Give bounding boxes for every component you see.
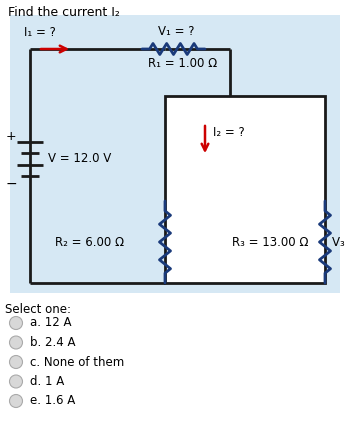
Text: V₃ =: V₃ = bbox=[332, 235, 348, 248]
Bar bbox=[10, 15, 340, 293]
Text: Find the current I₂: Find the current I₂ bbox=[8, 6, 120, 19]
Text: a. 12 A: a. 12 A bbox=[30, 317, 71, 330]
Text: e. 1.6 A: e. 1.6 A bbox=[30, 394, 75, 408]
Circle shape bbox=[9, 336, 23, 349]
Text: Select one:: Select one: bbox=[5, 303, 71, 316]
Text: I₁ = ?: I₁ = ? bbox=[24, 26, 56, 39]
Text: +: + bbox=[6, 131, 16, 144]
Bar bbox=[165, 96, 325, 283]
Text: V₁ = ?: V₁ = ? bbox=[158, 25, 195, 38]
Circle shape bbox=[9, 375, 23, 388]
Text: R₃ = 13.00 Ω: R₃ = 13.00 Ω bbox=[232, 235, 308, 248]
Text: V = 12.0 V: V = 12.0 V bbox=[48, 152, 111, 165]
Text: d. 1 A: d. 1 A bbox=[30, 375, 64, 388]
Text: b. 2.4 A: b. 2.4 A bbox=[30, 336, 76, 349]
Circle shape bbox=[9, 394, 23, 408]
Text: c. None of them: c. None of them bbox=[30, 355, 124, 368]
Text: I₂ = ?: I₂ = ? bbox=[213, 126, 245, 139]
Text: −: − bbox=[5, 177, 17, 191]
Text: R₂ = 6.00 Ω: R₂ = 6.00 Ω bbox=[55, 235, 124, 248]
Text: R₁ = 1.00 Ω: R₁ = 1.00 Ω bbox=[149, 57, 218, 70]
Circle shape bbox=[9, 317, 23, 330]
Circle shape bbox=[9, 355, 23, 368]
